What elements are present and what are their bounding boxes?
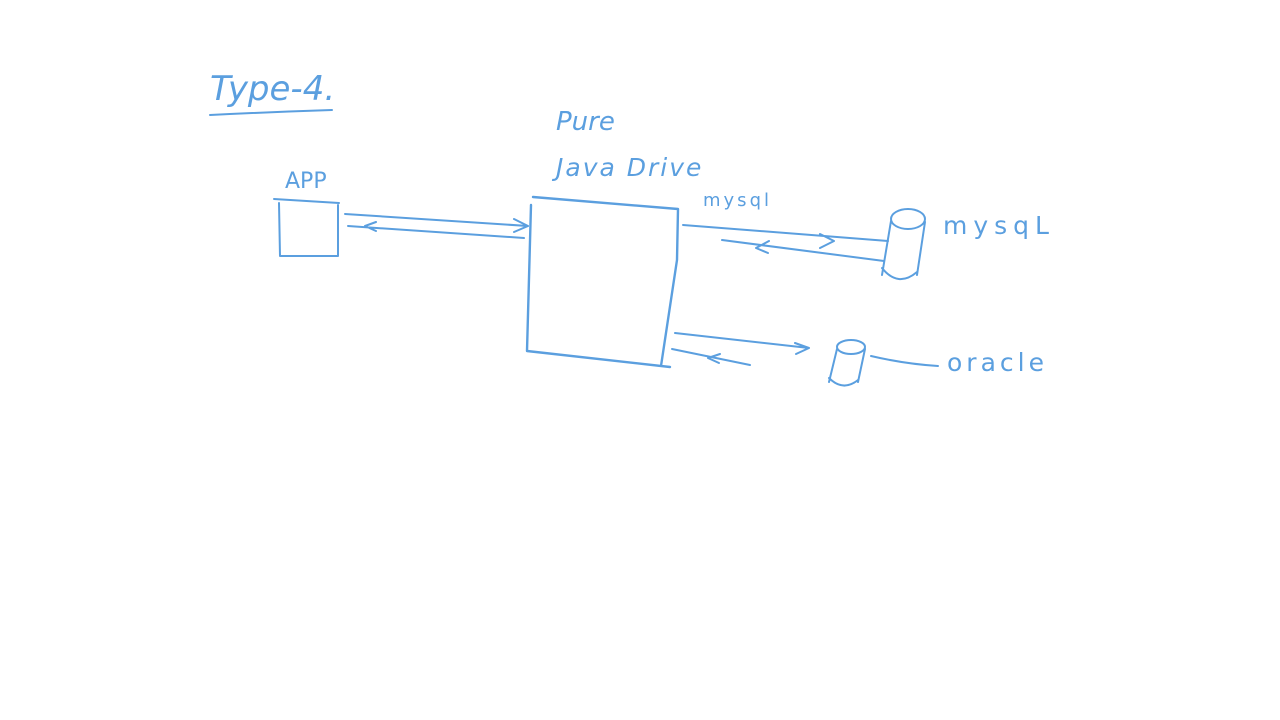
mysql-database-icon bbox=[881, 208, 926, 280]
oracle-database-icon bbox=[828, 339, 866, 387]
app-box bbox=[273, 198, 340, 257]
oracle-database-label: oracle bbox=[947, 348, 1048, 377]
mysql-to-driver-arrow bbox=[721, 239, 885, 262]
driver-label-java-drive: Java Drive bbox=[551, 153, 703, 182]
mysql-database-label: mysqL bbox=[943, 211, 1055, 240]
title-underline bbox=[209, 109, 333, 116]
oracle-connector-line bbox=[870, 355, 939, 367]
oracle-to-driver-arrow bbox=[671, 348, 751, 366]
diagram-title: Type-4. bbox=[210, 69, 335, 109]
driver-to-oracle-arrow bbox=[674, 332, 810, 355]
app-to-driver-arrow bbox=[344, 213, 529, 233]
driver-to-mysql-arrow bbox=[682, 224, 889, 249]
driver-box bbox=[525, 195, 680, 369]
app-label: APP bbox=[285, 169, 327, 194]
driver-sublabel-mysql: mysql bbox=[703, 190, 772, 211]
driver-label-pure: Pure bbox=[556, 107, 615, 137]
driver-to-app-arrow bbox=[347, 221, 525, 239]
